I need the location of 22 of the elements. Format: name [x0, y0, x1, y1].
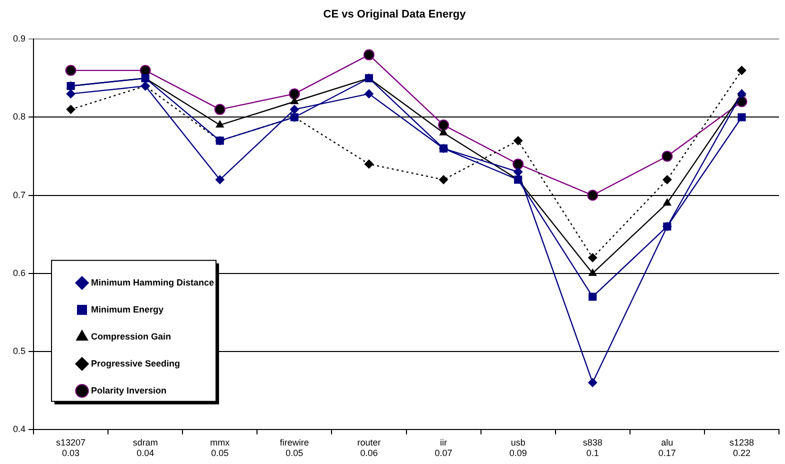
legend-label: Minimum Hamming Distance	[91, 277, 214, 288]
x-tick-label: alu 0.17	[658, 437, 676, 458]
x-tick-label: s838 0.1	[582, 437, 602, 458]
y-tick-label: 0.7	[12, 190, 26, 200]
x-tick-label: mmx 0.05	[210, 437, 230, 458]
legend-label: Progressive Seeding	[91, 358, 180, 368]
x-tick-label: sdram 0.04	[132, 437, 158, 458]
y-tick-label: 0.6	[12, 268, 26, 278]
legend-label: Compression Gain	[91, 331, 172, 342]
x-tick-label: iir 0.07	[434, 437, 452, 458]
y-tick-label: 0.9	[12, 34, 26, 44]
x-tick-label: router 0.06	[357, 437, 381, 458]
x-tick-label: usb 0.09	[509, 437, 527, 458]
y-tick-label: 0.5	[12, 346, 26, 356]
x-tick-label: s13207 0.03	[56, 437, 86, 458]
x-tick-label: s1238 0.22	[729, 437, 754, 458]
x-tick-label: firewire 0.05	[280, 437, 309, 458]
chart-title: CE vs Original Data Energy	[323, 8, 467, 21]
y-tick-label: 0.8	[12, 112, 26, 122]
legend-label: Minimum Energy	[91, 304, 164, 314]
y-tick-label: 0.4	[12, 424, 26, 434]
legend-label: Polarity Inversion	[91, 385, 167, 396]
